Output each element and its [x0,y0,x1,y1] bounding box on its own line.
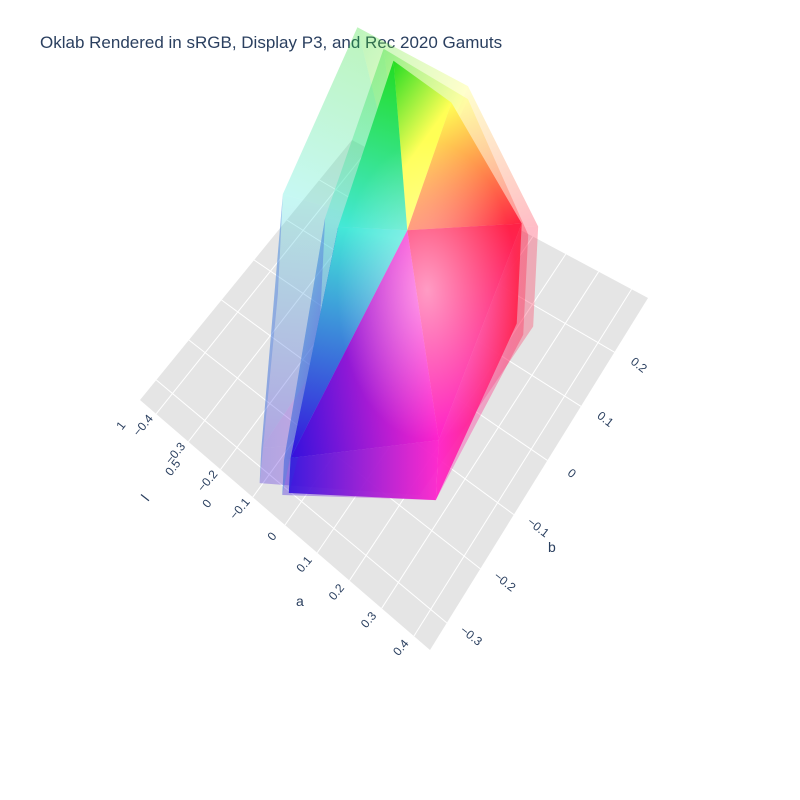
a-tick-label: −0.2 [195,467,221,494]
l-tick-label: 1 [113,418,128,432]
a-tick-label: 0.1 [293,553,315,575]
floor-gridline-a [413,288,632,637]
gamut-side-face [288,440,439,501]
a-tick-label: −0.4 [130,412,156,439]
b-axis-title: b [548,539,556,555]
a-tick-label: 0.3 [358,609,380,631]
gamut-lightness-glow [337,140,518,441]
a-axis-title: a [296,593,304,609]
gamut-series-srgb [288,60,522,501]
a-tick-label: 0 [264,529,279,543]
a-tick-label: 0.4 [390,636,412,658]
floor-gridline-a [381,271,600,609]
b-tick-label: −0.1 [525,515,553,541]
b-tick-label: −0.3 [458,623,486,649]
a-tick-label: 0.2 [326,581,348,603]
b-tick-label: −0.2 [491,569,519,595]
b-tick-label: 0 [565,466,579,481]
b-tick-label: 0.1 [595,409,617,431]
l-tick-label: 0 [199,496,214,510]
l-axis-title: l [138,492,153,504]
b-tick-label: 0.2 [628,354,650,376]
gamut-layers [259,27,539,501]
floor-gridline-b [155,379,448,624]
a-tick-label: −0.1 [227,495,253,522]
back-wall-pane [140,140,352,400]
